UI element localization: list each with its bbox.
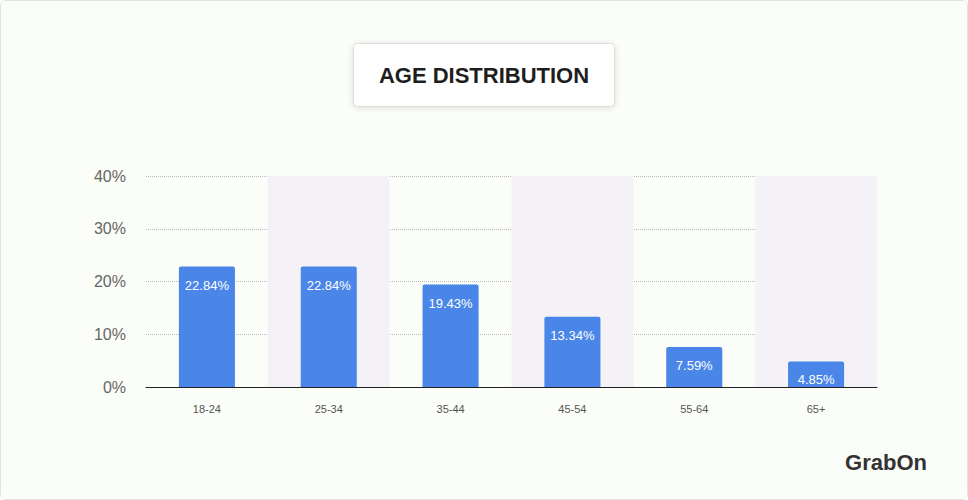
svg-text:22.84%: 22.84%: [307, 278, 352, 293]
svg-text:25-34: 25-34: [315, 403, 343, 415]
svg-text:0%: 0%: [103, 379, 126, 396]
svg-text:30%: 30%: [94, 220, 126, 237]
svg-text:35-44: 35-44: [437, 403, 465, 415]
svg-text:19.43%: 19.43%: [429, 296, 474, 311]
svg-text:10%: 10%: [94, 326, 126, 343]
svg-text:45-54: 45-54: [558, 403, 586, 415]
svg-text:4.85%: 4.85%: [798, 372, 835, 387]
svg-text:20%: 20%: [94, 273, 126, 290]
svg-text:7.59%: 7.59%: [676, 358, 713, 373]
svg-text:55-64: 55-64: [680, 403, 708, 415]
svg-text:AGE DISTRIBUTION: AGE DISTRIBUTION: [379, 63, 589, 88]
svg-text:GrabOn: GrabOn: [845, 450, 927, 475]
svg-text:40%: 40%: [94, 168, 126, 185]
svg-text:13.34%: 13.34%: [550, 328, 595, 343]
svg-text:22.84%: 22.84%: [185, 278, 230, 293]
svg-text:65+: 65+: [807, 403, 826, 415]
svg-text:18-24: 18-24: [193, 403, 221, 415]
